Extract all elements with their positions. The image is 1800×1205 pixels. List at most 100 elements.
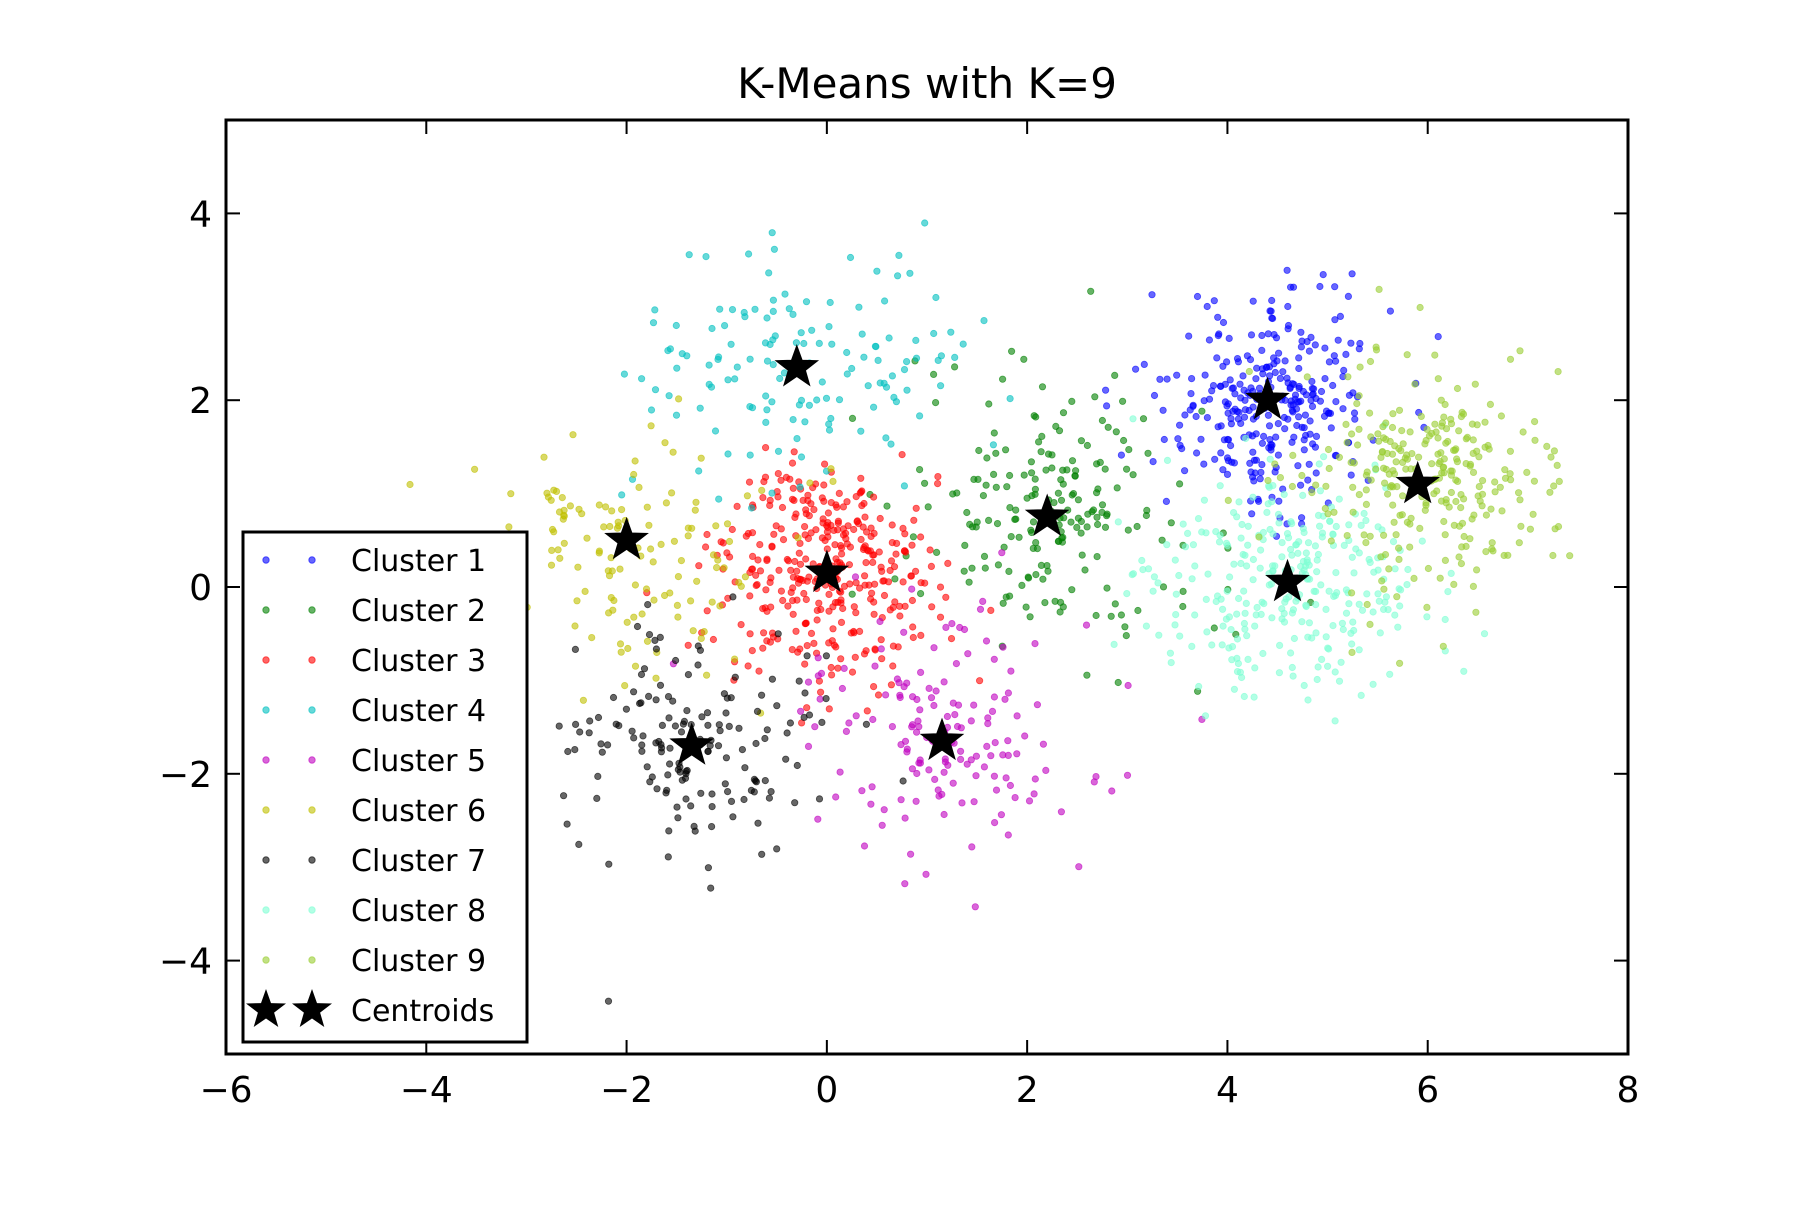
cluster-7-point — [767, 787, 775, 796]
cluster-8-point — [1208, 641, 1216, 649]
cluster-3-point — [837, 655, 845, 663]
cluster-8-point — [1289, 672, 1297, 680]
x-tick-label: 8 — [1617, 1070, 1640, 1111]
cluster-9-point — [1403, 351, 1411, 359]
cluster-9-point — [1487, 505, 1495, 513]
cluster-3-point — [701, 543, 710, 551]
cluster-8-point — [1250, 693, 1258, 701]
cluster-1-point — [1200, 460, 1208, 468]
legend-marker — [262, 806, 270, 814]
cluster-4-point — [843, 348, 851, 357]
cluster-3-point — [803, 641, 811, 650]
cluster-8-point — [1276, 641, 1284, 650]
cluster-4-point — [768, 398, 776, 406]
centroid-star-4 — [774, 344, 820, 387]
legend-label: Cluster 1 — [351, 544, 486, 579]
cluster-9-point — [1335, 453, 1344, 461]
cluster-7-point — [684, 670, 693, 679]
cluster-1-point — [1348, 270, 1356, 278]
cluster-9-point — [1255, 533, 1263, 541]
cluster-1-point — [1311, 341, 1319, 349]
cluster-8-point — [1391, 611, 1399, 619]
cluster-9-point — [1393, 593, 1401, 601]
cluster-9-point — [1447, 488, 1456, 497]
cluster-4-point — [882, 383, 891, 391]
legend-entry-cluster-5: Cluster 5 — [262, 744, 486, 779]
cluster-1-point — [1308, 391, 1317, 399]
cluster-8-point — [1348, 553, 1356, 561]
cluster-4-point — [858, 330, 866, 338]
cluster-4-point — [751, 305, 759, 313]
cluster-8-point — [1123, 589, 1131, 598]
cluster-8-point — [1300, 681, 1308, 690]
cluster-2-point — [924, 503, 932, 511]
cluster-8-point — [1249, 576, 1257, 584]
cluster-5-point — [838, 684, 847, 693]
cluster-9-point — [1506, 355, 1515, 363]
cluster-8-point — [1189, 541, 1198, 549]
cluster-3-point — [748, 529, 757, 537]
cluster-3-point — [778, 503, 787, 512]
cluster-9-point — [1349, 508, 1357, 516]
cluster-8-point — [1312, 587, 1320, 596]
cluster-8-point — [1345, 521, 1353, 529]
cluster-3-point — [907, 572, 916, 580]
cluster-4-point — [672, 321, 680, 330]
cluster-1-point — [1223, 470, 1232, 478]
cluster-5-point — [878, 821, 886, 829]
cluster-8-point — [1335, 677, 1344, 685]
cluster-7-point — [585, 729, 593, 737]
cluster-5-point — [972, 752, 981, 760]
cluster-1-point — [1316, 397, 1325, 405]
cluster-9-point — [1407, 465, 1415, 473]
cluster-9-point — [1469, 436, 1477, 444]
cluster-5-point — [999, 751, 1007, 759]
cluster-5-point — [987, 752, 995, 760]
cluster-2-point — [931, 398, 940, 407]
cluster-3-point — [912, 504, 920, 512]
cluster-7-point — [731, 673, 739, 681]
cluster-7-point — [682, 795, 690, 803]
cluster-4-point — [649, 319, 658, 327]
cluster-8-point — [1256, 564, 1264, 572]
cluster-9-point — [1547, 453, 1555, 461]
cluster-6-point — [737, 582, 745, 590]
cluster-1-point — [1307, 333, 1315, 341]
cluster-5-point — [916, 668, 925, 677]
cluster-3-point — [834, 517, 843, 525]
cluster-7-point — [729, 813, 737, 821]
cluster-8-point — [1386, 670, 1394, 678]
cluster-1-point — [1247, 331, 1256, 339]
cluster-6-point — [548, 546, 556, 555]
cluster-2-point — [1012, 506, 1020, 514]
cluster-1-point — [1243, 352, 1252, 360]
cluster-9-point — [1390, 518, 1398, 526]
cluster-8-point — [1218, 641, 1226, 649]
cluster-8-point — [1318, 533, 1326, 541]
data-points — [406, 219, 1574, 1005]
cluster-3-point — [802, 506, 810, 514]
cluster-5-point — [1001, 695, 1009, 703]
cluster-9-point — [1431, 420, 1439, 428]
cluster-9-point — [1517, 522, 1525, 530]
cluster-8-point — [1149, 587, 1157, 595]
cluster-8-point — [1238, 520, 1246, 529]
cluster-9-point — [1531, 436, 1539, 444]
cluster-8-point — [1244, 522, 1252, 530]
cluster-4-point — [903, 386, 911, 394]
cluster-5-point — [967, 717, 975, 725]
cluster-9-point — [1454, 477, 1462, 485]
cluster-4-point — [808, 326, 816, 334]
cluster-3-point — [896, 612, 904, 620]
cluster-1-point — [1249, 448, 1257, 456]
cluster-2-point — [1078, 551, 1086, 559]
cluster-4-point — [769, 296, 778, 304]
cluster-5-point — [944, 761, 952, 769]
cluster-1-point — [1284, 302, 1292, 311]
cluster-3-point — [815, 599, 823, 607]
cluster-2-point — [1023, 494, 1031, 502]
cluster-7-point — [633, 622, 642, 631]
cluster-1-point — [1231, 405, 1239, 413]
cluster-9-point — [1389, 410, 1397, 418]
cluster-4-point — [746, 355, 754, 363]
